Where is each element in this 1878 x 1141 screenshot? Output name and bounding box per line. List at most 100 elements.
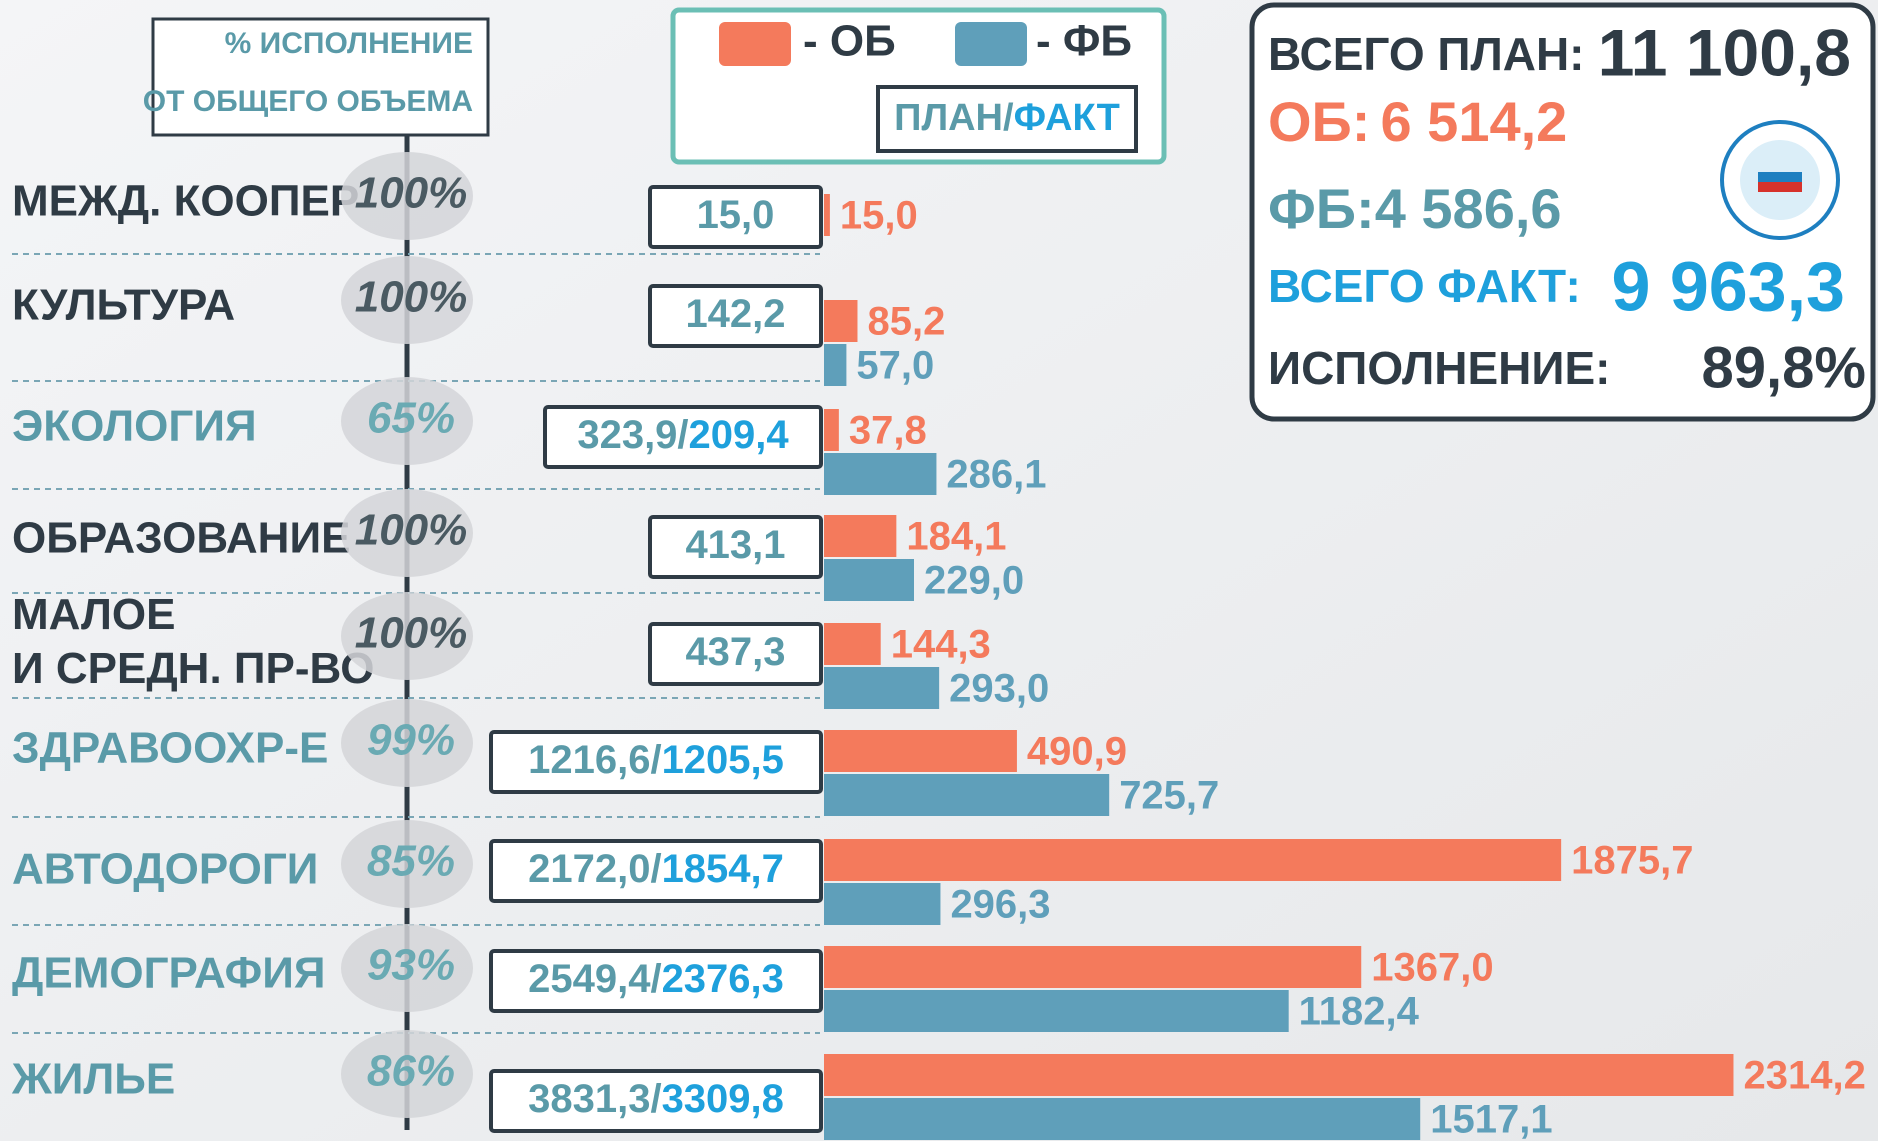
category-label: МЕЖД. КООПЕР [12, 177, 359, 226]
legend-swatch [719, 22, 791, 66]
plan-value: 142,2 [685, 292, 785, 336]
chart: % ИСПОЛНЕНИЕ ОТ ОБЩЕГО ОБЪЕМА - ОБ - ФБ … [0, 0, 1878, 1141]
fact-value: 2376,3 [662, 957, 784, 1001]
value-label: 1875,7 [1571, 839, 1693, 883]
fact-value: 3309,8 [662, 1077, 784, 1121]
fact-value: 209,4 [689, 413, 790, 457]
bar [824, 1098, 1420, 1140]
value-label: 37,8 [849, 409, 927, 453]
value-label: 144,3 [891, 623, 991, 667]
category-label: ЭКОЛОГИЯ [12, 402, 257, 451]
plan-value: 15,0 [697, 193, 775, 237]
value-label: 184,1 [906, 515, 1006, 559]
plan-value: 3831,3/ [528, 1077, 661, 1121]
execution-label: 99% [367, 716, 455, 765]
plan-value: 2172,0/ [528, 847, 661, 891]
plan-fact-text: 2172,0/1854,7 [528, 847, 784, 891]
category-label: ЗДРАВООХР-Е [12, 724, 328, 773]
category-label: КУЛЬТУРА [12, 281, 235, 330]
category-label: ДЕМОГРАФИЯ [12, 949, 325, 998]
bar [824, 515, 896, 557]
summary-line: ОБ:6 514,2 [1268, 90, 1567, 153]
plan-value: 437,3 [685, 630, 785, 674]
value-label: 85,2 [867, 300, 945, 344]
plan-value: 413,1 [685, 523, 785, 567]
bar [824, 409, 839, 451]
plan-value: 323,9/ [577, 413, 688, 457]
plan-fact-text: 142,2 [685, 292, 785, 336]
category-label: ЖИЛЬЕ [11, 1055, 175, 1104]
plan-fact-key-text: ПЛАН/ФАКТ [894, 97, 1120, 139]
execution-label: 100% [355, 273, 468, 322]
summary-label: ФБ: [1268, 177, 1375, 240]
bar [824, 623, 881, 665]
legend-label: - ФБ [1036, 17, 1132, 66]
fact-value: 1205,5 [662, 738, 784, 782]
plan-fact-text: 15,0 [697, 193, 775, 237]
bar [824, 839, 1561, 881]
plan-fact-text: 1216,6/1205,5 [528, 738, 784, 782]
plan-fact-text: 437,3 [685, 630, 785, 674]
value-label: 286,1 [946, 453, 1046, 497]
legend-label: - ОБ [803, 17, 896, 66]
execution-label: 65% [367, 394, 455, 443]
execution-label: 86% [367, 1047, 455, 1096]
summary-label: ИСПОЛНЕНИЕ: [1268, 342, 1610, 394]
bar [824, 344, 846, 386]
summary-label: ВСЕГО ФАКТ: [1268, 260, 1581, 312]
value-label: 1517,1 [1430, 1098, 1552, 1141]
execution-label: 85% [367, 837, 455, 886]
plan-fact-text: 2549,4/2376,3 [528, 957, 784, 1001]
plan-fact-text: 3831,3/3309,8 [528, 1077, 784, 1121]
key-fact: ФАКТ [1014, 97, 1120, 139]
value-label: 2314,2 [1743, 1054, 1865, 1098]
bar [824, 946, 1361, 988]
fact-value: 1854,7 [662, 847, 784, 891]
summary-value: 4 586,6 [1375, 177, 1562, 240]
summary-label: ВСЕГО ПЛАН: [1268, 28, 1585, 80]
value-label: 15,0 [840, 194, 918, 238]
bar [824, 883, 940, 925]
execution-label: 100% [355, 169, 468, 218]
bar [824, 774, 1109, 816]
key-plan: ПЛАН/ [894, 97, 1014, 139]
execution-label: 100% [355, 609, 468, 658]
value-label: 490,9 [1027, 730, 1127, 774]
bar [824, 1054, 1733, 1096]
value-label: 1182,4 [1299, 990, 1420, 1034]
summary-line: ФБ:4 586,6 [1268, 177, 1562, 240]
bar [824, 559, 914, 601]
value-label: 229,0 [924, 559, 1024, 603]
value-label: 296,3 [950, 883, 1050, 927]
plan-value: 2549,4/ [528, 957, 661, 1001]
value-label: 57,0 [856, 344, 934, 388]
legend-swatch [955, 22, 1027, 66]
summary-value: 9 963,3 [1611, 247, 1845, 325]
plan-value: 1216,6/ [528, 738, 661, 782]
bar [824, 300, 857, 342]
bar [824, 453, 936, 495]
value-label: 1367,0 [1371, 946, 1493, 990]
summary-label: ОБ: [1268, 90, 1370, 153]
logo [1722, 122, 1838, 238]
bar [824, 730, 1017, 772]
note-line: ОТ ОБЩЕГО ОБЪЕМА [143, 85, 473, 118]
category-label: ОБРАЗОВАНИЕ [12, 514, 350, 563]
value-label: 293,0 [949, 667, 1049, 711]
category-label: АВТОДОРОГИ [12, 845, 318, 894]
bar [824, 667, 939, 709]
execution-label: 93% [367, 941, 455, 990]
summary-value: 89,8% [1702, 335, 1866, 400]
summary-value: 11 100,8 [1598, 15, 1851, 89]
bar [824, 194, 830, 236]
execution-label: 100% [355, 506, 468, 555]
plan-fact-text: 413,1 [685, 523, 785, 567]
category-line: МАЛОЕ [12, 590, 175, 639]
plan-fact-text: 323,9/209,4 [577, 413, 789, 457]
summary-value: 6 514,2 [1380, 90, 1567, 153]
value-label: 725,7 [1119, 774, 1219, 818]
page: % ИСПОЛНЕНИЕ ОТ ОБЩЕГО ОБЪЕМА - ОБ - ФБ … [0, 0, 1878, 1141]
note-line: % ИСПОЛНЕНИЕ [225, 27, 473, 60]
bar [824, 990, 1289, 1032]
category-line: И СРЕДН. ПР-ВО [12, 644, 374, 693]
